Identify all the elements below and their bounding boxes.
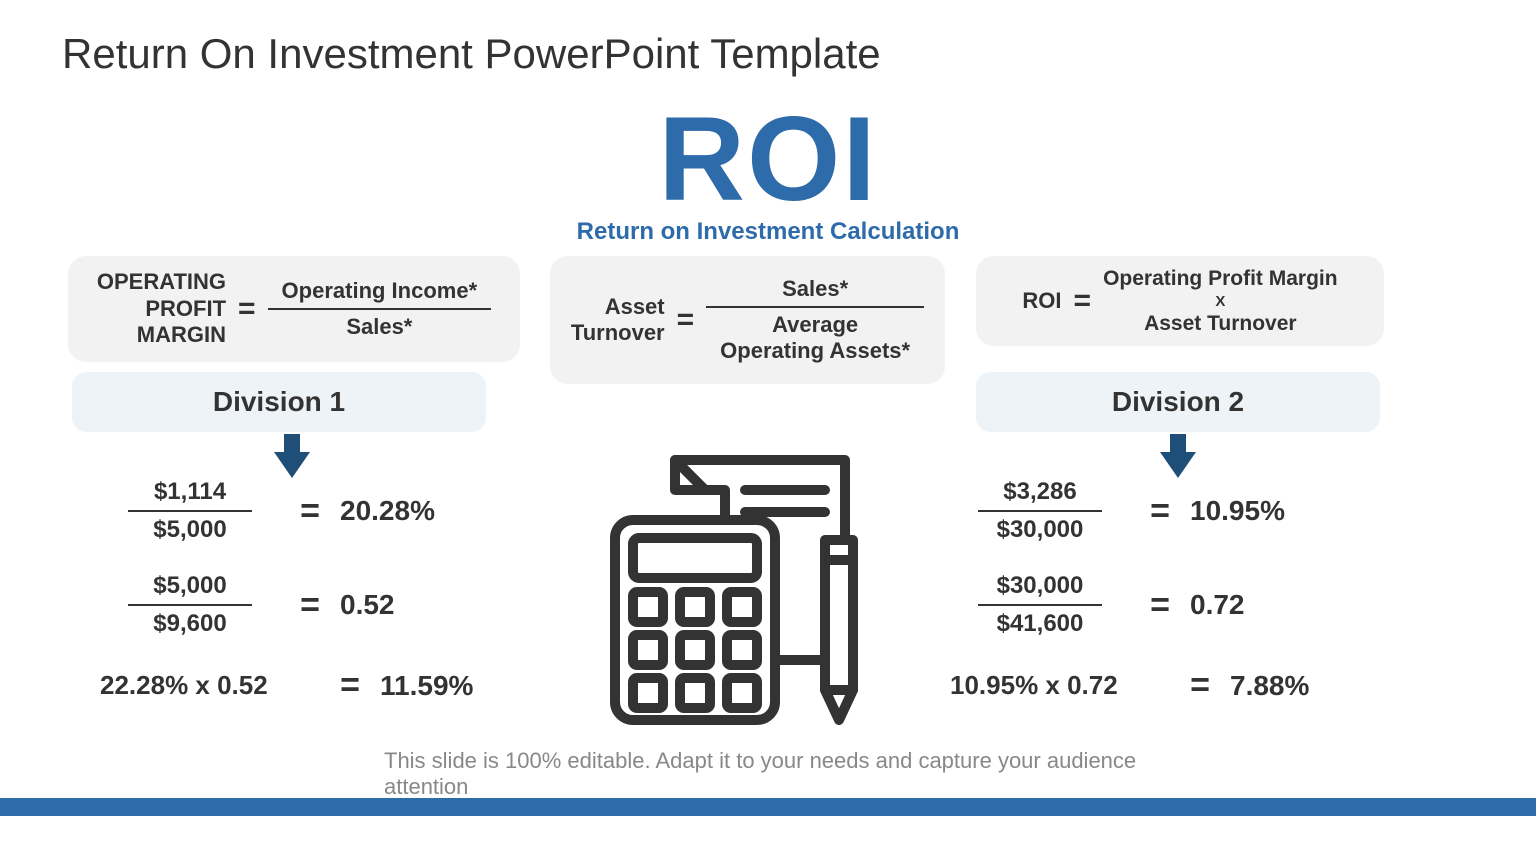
d2-row1-den: $30,000 <box>950 512 1130 544</box>
d1-row1-num: $1,114 <box>128 478 252 512</box>
roi-product: Operating Profit Margin X Asset Turnover <box>1103 267 1338 336</box>
opm-label-line2: PROFIT <box>97 296 226 322</box>
calculator-icon <box>605 450 865 730</box>
equals-sign: = <box>280 586 340 625</box>
roi-bottom: Asset Turnover <box>1144 310 1297 336</box>
d1-row2-num: $5,000 <box>128 572 252 606</box>
arrow-down-icon <box>1160 452 1196 478</box>
at-label-line1: Asset <box>571 294 665 320</box>
equals-sign: = <box>1130 586 1190 625</box>
d1-row1: $1,114 $5,000 = 20.28% <box>100 478 520 544</box>
equals-sign: = <box>238 292 256 326</box>
roi-label: ROI <box>1022 288 1061 314</box>
arrow-down-icon <box>274 452 310 478</box>
roi-heading: ROI <box>658 90 877 228</box>
roi-top: Operating Profit Margin <box>1103 267 1338 293</box>
equals-sign: = <box>1130 492 1190 531</box>
d2-row2-num: $30,000 <box>978 572 1102 606</box>
formula-opm: OPERATING PROFIT MARGIN = Operating Inco… <box>68 256 520 362</box>
d2-row2-den: $41,600 <box>950 606 1130 638</box>
opm-numerator: Operating Income* <box>268 278 492 310</box>
d2-row1-res: 10.95% <box>1190 495 1285 527</box>
d2-row2-res: 0.72 <box>1190 589 1245 621</box>
d2-row2: $30,000 $41,600 = 0.72 <box>950 572 1370 638</box>
equals-sign: = <box>677 303 695 337</box>
d1-row1-res: 20.28% <box>340 495 435 527</box>
d2-row1-num: $3,286 <box>978 478 1102 512</box>
d1-row3-res: 11.59% <box>380 670 473 702</box>
at-fraction: Sales* Average Operating Assets* <box>706 276 924 364</box>
at-denominator: Average Operating Assets* <box>706 308 924 364</box>
division-1-header: Division 1 <box>72 372 486 432</box>
at-den-line2: Operating Assets* <box>720 338 910 364</box>
roi-subtitle: Return on Investment Calculation <box>577 218 960 246</box>
d1-row3: 22.28% x 0.52 = 11.59% <box>100 666 520 705</box>
equals-sign: = <box>1170 666 1230 705</box>
equals-sign: = <box>280 492 340 531</box>
d2-row1: $3,286 $30,000 = 10.95% <box>950 478 1370 544</box>
at-numerator: Sales* <box>706 276 924 308</box>
opm-label-line1: OPERATING <box>97 269 226 295</box>
equals-sign: = <box>1074 284 1092 318</box>
slide-title: Return On Investment PowerPoint Template <box>62 30 881 78</box>
formula-asset-turnover: Asset Turnover = Sales* Average Operatin… <box>550 256 945 384</box>
division-2-header: Division 2 <box>976 372 1380 432</box>
roi-x: X <box>1215 293 1225 310</box>
opm-label: OPERATING PROFIT MARGIN <box>97 269 226 348</box>
d2-row3-res: 7.88% <box>1230 670 1309 702</box>
d1-row2: $5,000 $9,600 = 0.52 <box>100 572 520 638</box>
formula-roi: ROI = Operating Profit Margin X Asset Tu… <box>976 256 1384 346</box>
footer-note: This slide is 100% editable. Adapt it to… <box>384 748 1152 800</box>
opm-denominator: Sales* <box>268 310 492 340</box>
at-den-line1: Average <box>720 312 910 338</box>
opm-fraction: Operating Income* Sales* <box>268 278 492 340</box>
d1-row1-den: $5,000 <box>100 512 280 544</box>
at-label-line2: Turnover <box>571 320 665 346</box>
at-label: Asset Turnover <box>571 294 665 347</box>
d2-row3-expr: 10.95% x 0.72 <box>950 670 1170 701</box>
division-2-calculations: $3,286 $30,000 = 10.95% $30,000 $41,600 … <box>950 478 1370 733</box>
d1-row3-expr: 22.28% x 0.52 <box>100 670 320 701</box>
d1-row2-res: 0.52 <box>340 589 395 621</box>
bottom-accent-bar <box>0 798 1536 816</box>
division-1-calculations: $1,114 $5,000 = 20.28% $5,000 $9,600 = 0… <box>100 478 520 733</box>
d1-row2-den: $9,600 <box>100 606 280 638</box>
opm-label-line3: MARGIN <box>97 322 226 348</box>
d2-row3: 10.95% x 0.72 = 7.88% <box>950 666 1370 705</box>
equals-sign: = <box>320 666 380 705</box>
